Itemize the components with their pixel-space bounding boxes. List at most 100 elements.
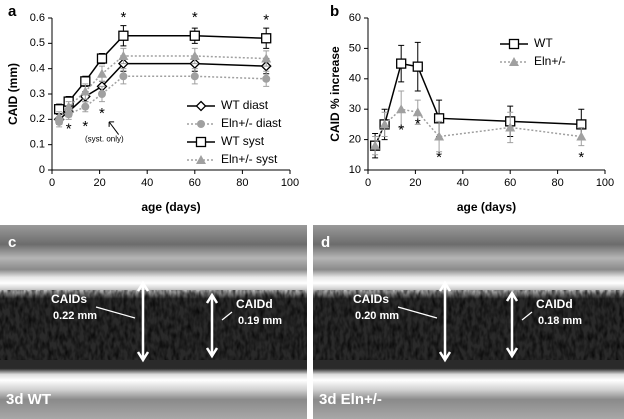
marker [118,51,129,60]
marker [96,53,108,64]
marker [63,101,74,111]
marker [81,102,90,111]
x-tick-label: 20 [93,177,105,189]
marker [370,140,381,150]
series-line [374,62,582,146]
lumen [313,290,624,360]
y-tick-label: 10 [349,164,361,176]
x-tick-label: 60 [189,177,201,189]
arrow [136,280,150,363]
marker [261,33,272,44]
y-tick-label: 0.6 [30,12,45,24]
y-tick-label: 30 [349,103,361,115]
caption: 3d WT [6,391,51,408]
legend-label: Eln+/- [534,54,566,68]
marker [396,58,407,69]
measurement-name: CAIDd [536,297,573,311]
marker [97,90,106,98]
marker [64,110,73,119]
marker [197,120,205,128]
panel-label: a [8,3,17,20]
x-tick-label: 80 [236,177,248,189]
marker [434,131,445,141]
y-axis-label: CAID (mm) [6,63,20,125]
annotation: * [192,9,198,26]
y-tick-label: 60 [349,12,361,24]
legend-label: Eln+/- syst [221,152,278,166]
annotation: * [99,105,105,122]
arrow [505,290,519,359]
annotation: * [415,115,421,132]
marker [576,131,587,141]
panel-label: c [8,234,16,251]
marker [505,122,516,132]
measurement-value: 0.19 mm [238,315,282,327]
marker [195,136,207,148]
marker [412,61,423,72]
marker [196,155,206,164]
x-tick-label: 100 [596,177,614,189]
marker [261,53,272,63]
y-tick-label: 0.5 [30,37,45,49]
arrow [205,292,219,359]
series-line [374,108,582,146]
measurement-value: 0.18 mm [538,315,582,327]
x-tick-label: 0 [365,177,371,189]
marker [509,57,519,66]
x-tick-label: 40 [141,177,153,189]
measurement-value: 0.20 mm [355,310,399,322]
y-axis-label: CAID % increase [328,46,342,142]
legend-label: Eln+/- diast [221,116,282,130]
marker [96,68,107,78]
lumen [0,290,307,360]
measurement-name: CAIDs [51,292,87,306]
marker [379,119,390,129]
y-tick-label: 20 [349,134,361,146]
y-tick-label: 40 [349,73,361,85]
marker [189,30,200,41]
pointer [521,311,533,321]
pointer [397,306,438,319]
marker [195,100,207,112]
annotation: * [66,120,72,137]
marker [396,104,407,114]
legend-label: WT diast [221,98,269,112]
panel-label: b [330,3,339,20]
marker [118,30,129,41]
annotation: * [120,9,126,26]
y-tick-label: 0.2 [30,113,45,125]
pointer [221,311,233,321]
marker [412,107,423,117]
x-tick-label: 20 [409,177,421,189]
legend-label: WT [534,36,553,50]
marker [508,38,520,50]
annotation: * [578,149,584,166]
marker [54,111,65,121]
y-tick-label: 0.1 [30,139,45,151]
annotation: (syst. only) [85,135,124,144]
y-tick-label: 0 [39,164,45,176]
x-tick-label: 60 [504,177,516,189]
marker [262,74,271,83]
annotation: * [398,121,404,138]
y-tick-label: 50 [349,42,361,54]
x-tick-label: 100 [281,177,299,189]
x-axis-label: age (days) [457,200,516,214]
arrow [108,121,120,135]
annotation: * [263,12,269,29]
marker [119,72,128,81]
x-tick-label: 80 [551,177,563,189]
marker [190,72,199,81]
measurement-value: 0.22 mm [53,310,97,322]
image-c [0,225,307,419]
pointer [95,306,136,319]
x-tick-label: 0 [49,177,55,189]
measurement-name: CAIDs [353,292,389,306]
measurement-name: CAIDd [236,297,273,311]
marker [80,86,91,96]
annotation: * [436,149,442,166]
x-axis-label: age (days) [141,200,200,214]
panel-label: d [321,234,330,251]
y-tick-label: 0.4 [30,63,45,75]
